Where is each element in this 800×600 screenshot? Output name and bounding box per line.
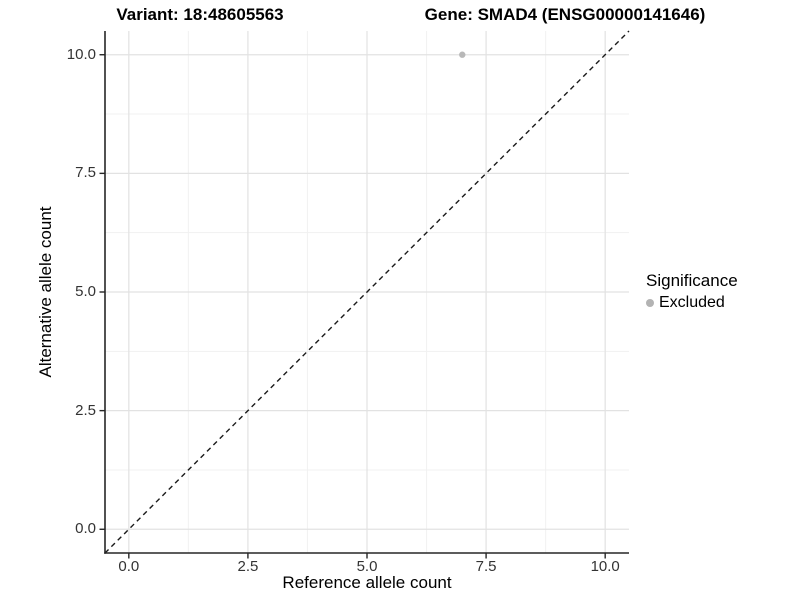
x-tick-label: 0.0	[118, 558, 140, 575]
x-tick-label: 10.0	[590, 558, 620, 575]
plot-title-variant: Variant: 18:48605563	[116, 5, 284, 24]
y-tick-label: 10.0	[66, 45, 96, 63]
y-tick-label: 7.5	[75, 164, 96, 182]
excluded-point-icon	[646, 299, 654, 307]
legend-item-excluded: Excluded	[646, 294, 738, 312]
plot-title-gene: Gene: SMAD4 (ENSG00000141646)	[424, 5, 706, 24]
x-tick-label: 2.5	[237, 558, 259, 575]
legend: Significance Excluded	[646, 271, 738, 312]
legend-item-label: Excluded	[659, 294, 725, 311]
x-axis-title: Reference allele count	[282, 573, 452, 592]
y-axis-title: Alternative allele count	[36, 206, 55, 378]
identity-dashed-line	[104, 30, 630, 554]
data-point-excluded	[459, 51, 466, 58]
x-tick-label: 7.5	[475, 558, 497, 575]
x-tick-label: 5.0	[356, 558, 378, 575]
legend-title: Significance	[646, 271, 738, 290]
y-tick-label: 0.0	[75, 520, 96, 538]
y-tick-label: 5.0	[75, 283, 96, 300]
y-tick-label: 2.5	[75, 401, 96, 419]
